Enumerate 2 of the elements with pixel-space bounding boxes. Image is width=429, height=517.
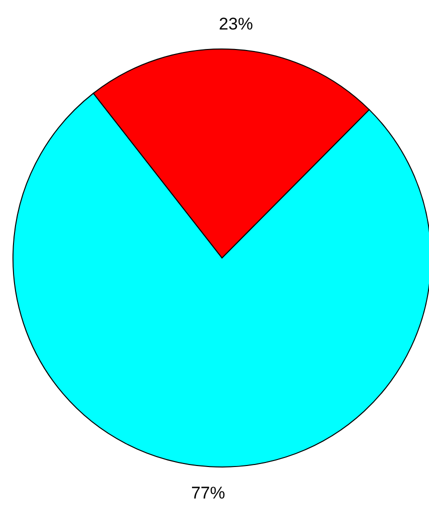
- data-label: 77%: [191, 484, 226, 503]
- data-label: 23%: [218, 14, 253, 34]
